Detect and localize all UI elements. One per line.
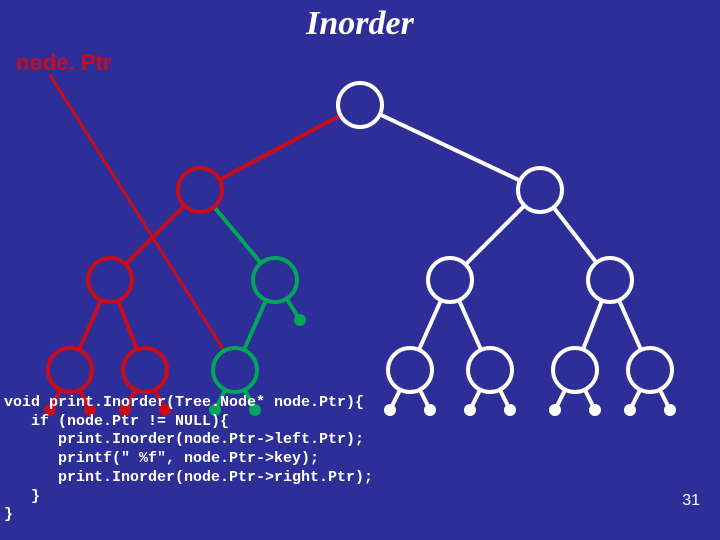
tree-node [428,258,472,302]
tree-node [468,348,512,392]
tree-node [48,348,92,392]
tree-node [553,348,597,392]
tree-node [88,258,132,302]
tree-node [213,348,257,392]
tree-node [518,168,562,212]
tree-node [388,348,432,392]
tree-node [123,348,167,392]
tree-node [253,258,297,302]
tree-node [588,258,632,302]
slide-number: 31 [682,492,700,510]
code-block: void print.Inorder(Tree.Node* node.Ptr){… [4,394,373,525]
tree-node [628,348,672,392]
slide-container: Inorder node. Ptr void print.Inorder(Tre… [0,0,720,540]
tree-node [338,83,382,127]
tree-node [178,168,222,212]
